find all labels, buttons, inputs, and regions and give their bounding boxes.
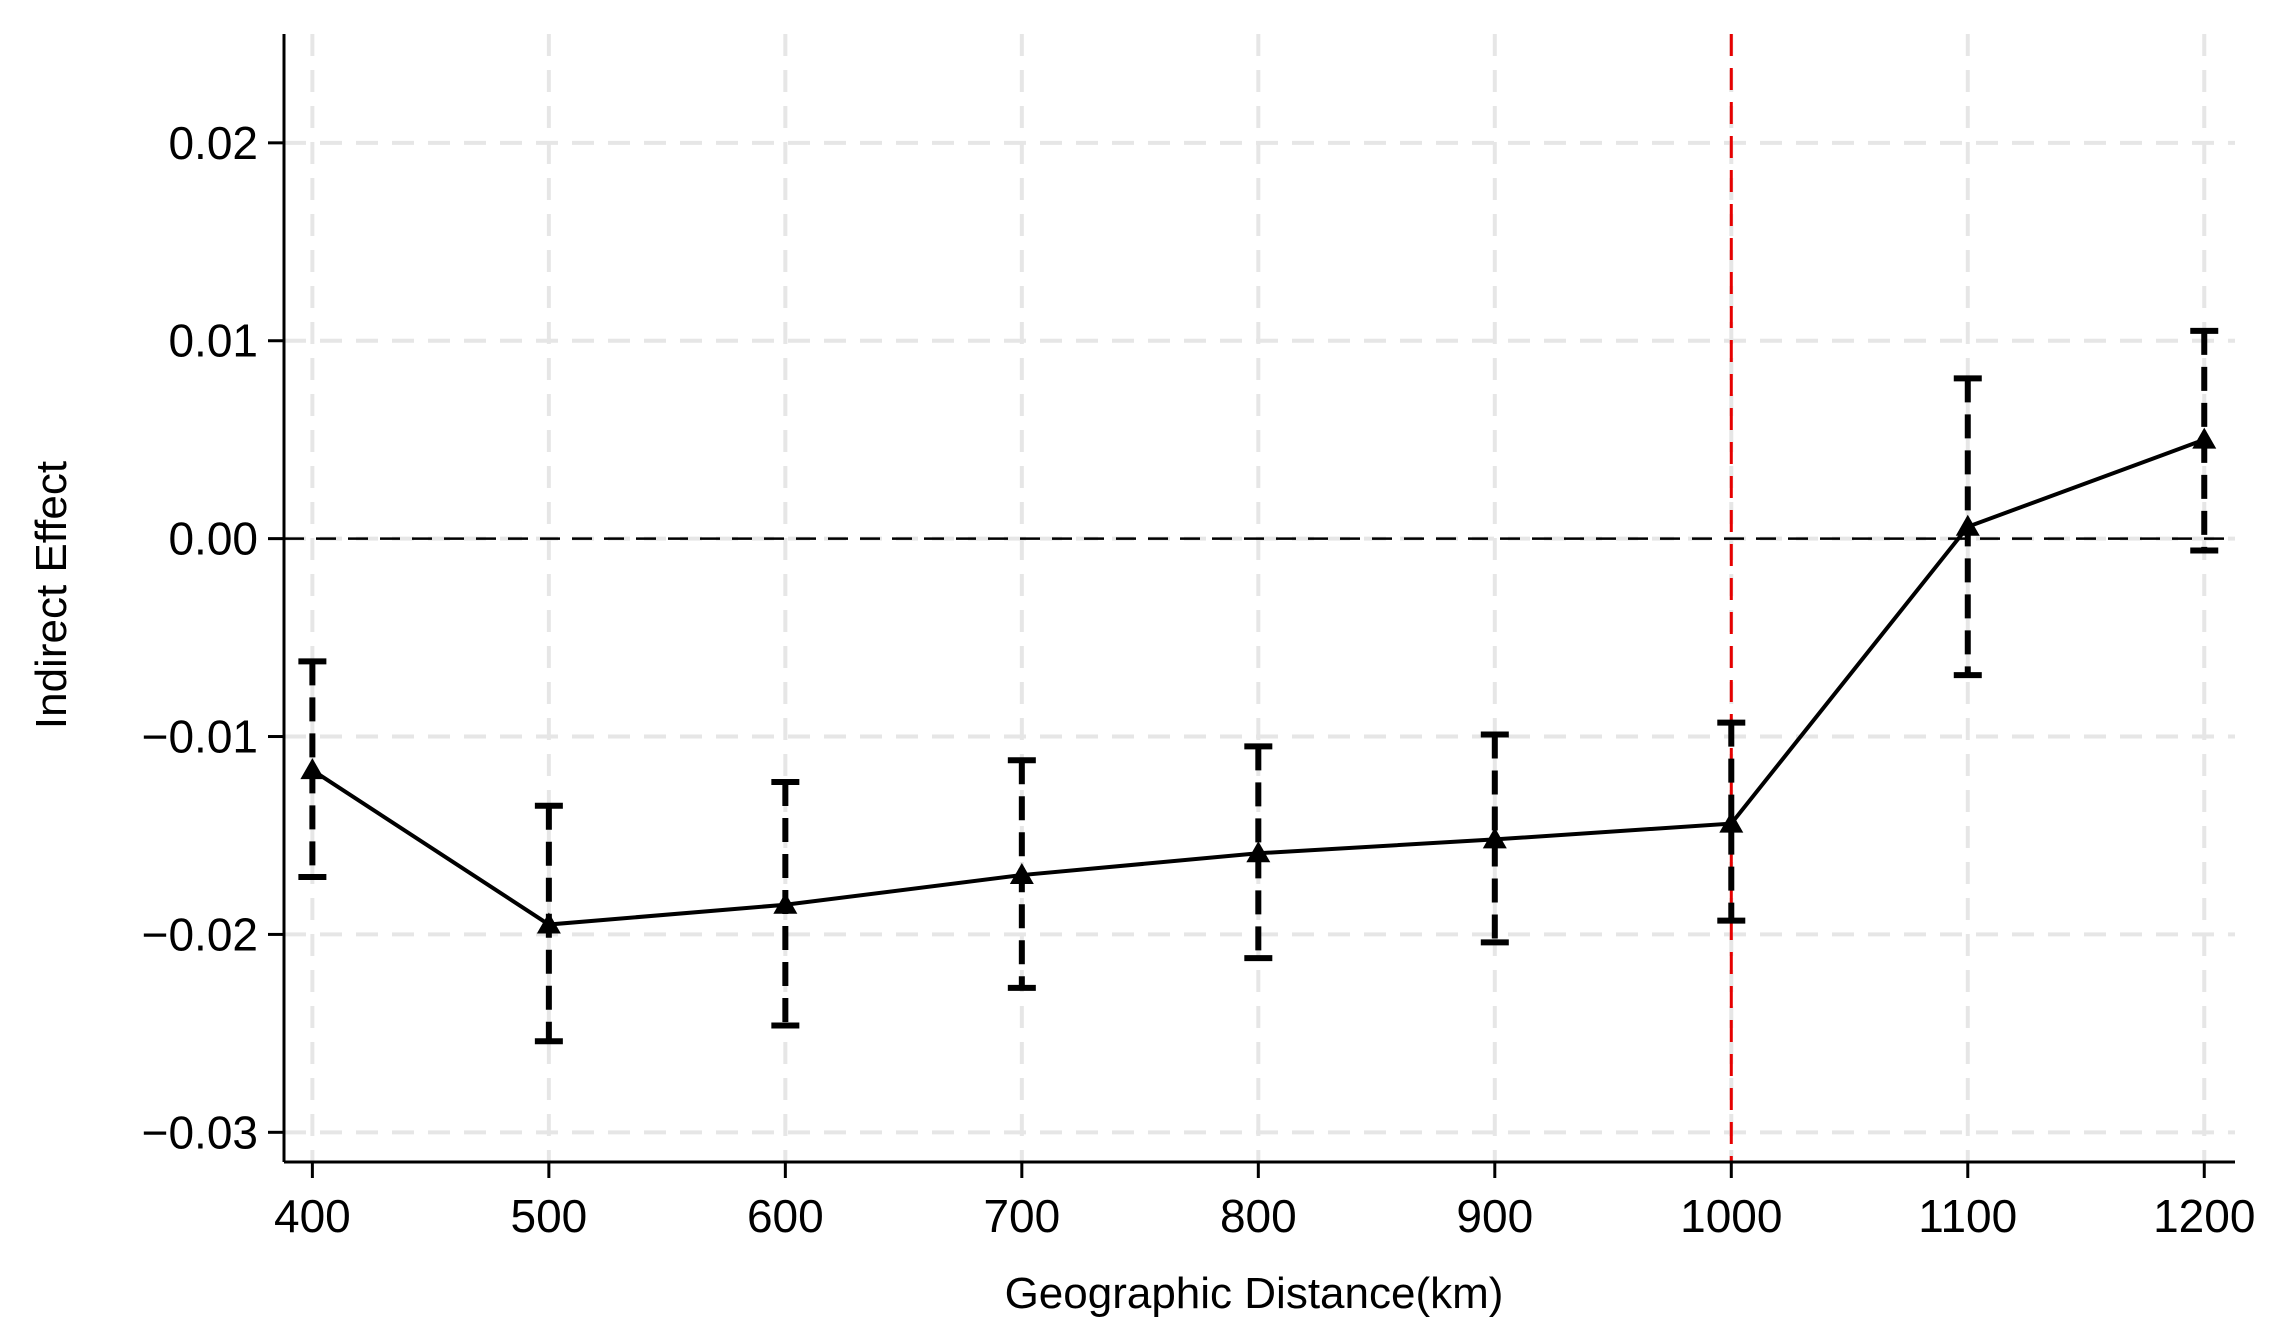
- x-tick-label: 1100: [1918, 1190, 2017, 1242]
- y-tick-label: 0.01: [168, 315, 258, 367]
- data-point-triangle: [1955, 514, 1980, 536]
- x-tick-label: 900: [1456, 1190, 1533, 1242]
- x-tick-label: 600: [747, 1190, 824, 1242]
- x-tick-label: 700: [983, 1190, 1060, 1242]
- y-axis-title: Indirect Effect: [27, 461, 76, 729]
- y-tick-label: 0.02: [168, 117, 258, 169]
- y-tick-label: −0.01: [142, 711, 258, 763]
- data-markers: [300, 427, 2217, 934]
- data-point-triangle: [1482, 827, 1507, 849]
- y-tick-label: −0.02: [142, 908, 258, 960]
- data-point-triangle: [300, 758, 325, 780]
- x-tick-label: 800: [1220, 1190, 1297, 1242]
- x-tick-label: 1200: [2153, 1190, 2255, 1242]
- data-point-triangle: [1009, 863, 1034, 885]
- data-point-triangle: [1246, 841, 1271, 863]
- x-axis-title: Geographic Distance(km): [1005, 1269, 1504, 1318]
- data-point-triangle: [773, 892, 798, 914]
- tick-labels: 400 500 600 700 800 900 1000 1100 1200 −0.03 −0.02…: [142, 117, 2256, 1242]
- x-tick-label: 400: [274, 1190, 351, 1242]
- reference-lines: [284, 34, 2235, 1162]
- data-point-triangle: [536, 912, 561, 934]
- data-point-triangle: [1719, 811, 1744, 833]
- x-tick-label: 500: [510, 1190, 587, 1242]
- y-tick-label: 0.00: [168, 513, 258, 565]
- x-tick-label: 1000: [1680, 1190, 1782, 1242]
- y-tick-label: −0.03: [142, 1106, 258, 1158]
- grid-lines: [284, 34, 2235, 1162]
- data-point-triangle: [2192, 427, 2217, 449]
- axes: [268, 34, 2235, 1178]
